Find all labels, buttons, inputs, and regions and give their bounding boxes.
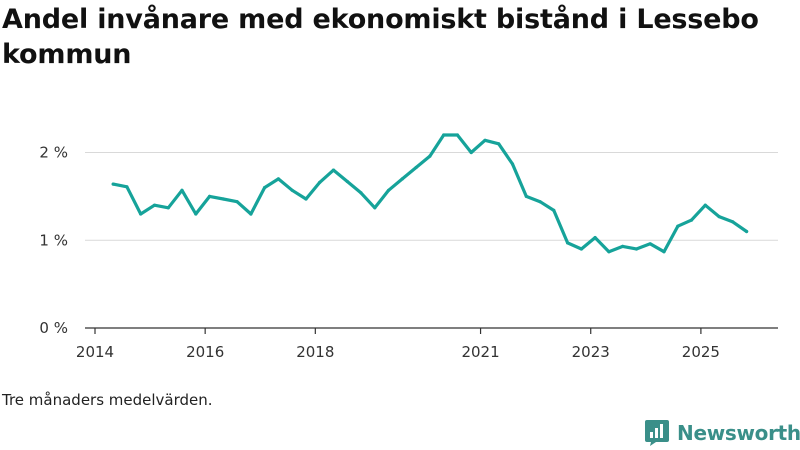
data-point-39[interactable] xyxy=(648,242,652,246)
newsworthy-logo-text: Newsworthy xyxy=(677,421,800,445)
data-point-25[interactable] xyxy=(455,133,459,137)
data-point-13[interactable] xyxy=(290,188,294,192)
data-point-4[interactable] xyxy=(166,206,170,210)
data-point-19[interactable] xyxy=(373,206,377,210)
data-point-37[interactable] xyxy=(621,244,625,248)
data-point-26[interactable] xyxy=(469,150,473,155)
x-tick-label-4: 2023 xyxy=(572,343,610,361)
data-point-30[interactable] xyxy=(524,194,528,198)
data-point-41[interactable] xyxy=(676,224,680,228)
data-point-11[interactable] xyxy=(263,186,267,190)
data-point-2[interactable] xyxy=(139,212,143,216)
data-point-44[interactable] xyxy=(717,215,721,219)
x-tick-label-1: 2016 xyxy=(186,343,224,361)
data-point-24[interactable] xyxy=(442,133,446,137)
data-point-32[interactable] xyxy=(552,208,556,212)
chart-title: Andel invånare med ekonomiskt bistånd i … xyxy=(2,4,759,70)
data-point-28[interactable] xyxy=(497,142,501,146)
y-tick-label-2: 2 % xyxy=(39,144,68,162)
data-point-8[interactable] xyxy=(221,197,225,201)
y-tick-label-0: 0 % xyxy=(39,319,68,337)
data-point-15[interactable] xyxy=(318,180,322,184)
data-point-3[interactable] xyxy=(152,203,157,207)
data-point-34[interactable] xyxy=(579,247,584,251)
x-axis-labels: 2014 2016 2018 2021 2023 2025 xyxy=(76,343,720,361)
x-tick-label-5: 2025 xyxy=(682,343,720,361)
data-point-31[interactable] xyxy=(538,200,542,204)
data-point-46[interactable] xyxy=(745,229,749,234)
data-point-35[interactable] xyxy=(593,236,597,240)
data-point-36[interactable] xyxy=(607,250,611,254)
data-point-7[interactable] xyxy=(208,194,212,198)
newsworthy-logo-icon xyxy=(645,420,669,446)
data-point-45[interactable] xyxy=(731,220,735,224)
data-point-0[interactable] xyxy=(111,182,115,186)
x-axis xyxy=(85,327,778,334)
data-point-20[interactable] xyxy=(387,188,391,192)
data-point-5[interactable] xyxy=(180,188,184,192)
data-point-42[interactable] xyxy=(689,218,694,222)
data-point-33[interactable] xyxy=(566,241,570,245)
x-tick-label-3: 2021 xyxy=(461,343,499,361)
data-point-38[interactable] xyxy=(634,247,639,251)
data-point-10[interactable] xyxy=(249,212,253,216)
data-point-27[interactable] xyxy=(483,138,487,142)
data-point-6[interactable] xyxy=(194,212,198,216)
gridlines xyxy=(85,152,778,241)
series-layer xyxy=(111,133,749,254)
footnote: Tre månaders medelvärden. xyxy=(2,391,213,409)
data-point-14[interactable] xyxy=(304,197,308,201)
y-axis-labels: 0 % 1 % 2 % xyxy=(39,144,68,337)
data-point-9[interactable] xyxy=(235,200,239,204)
data-point-43[interactable] xyxy=(703,203,707,207)
data-point-21[interactable] xyxy=(400,177,404,181)
newsworthy-logo[interactable]: Newsworthy xyxy=(644,419,800,447)
data-point-1[interactable] xyxy=(125,185,129,189)
data-point-22[interactable] xyxy=(414,165,418,170)
data-point-16[interactable] xyxy=(331,168,336,172)
data-point-29[interactable] xyxy=(510,162,515,166)
data-point-40[interactable] xyxy=(662,250,666,254)
data-point-18[interactable] xyxy=(359,191,363,195)
y-tick-label-1: 1 % xyxy=(39,231,68,249)
x-tick-label-0: 2014 xyxy=(76,343,114,361)
data-point-12[interactable] xyxy=(276,177,280,181)
x-tick-label-2: 2018 xyxy=(296,343,334,361)
data-point-23[interactable] xyxy=(428,154,432,158)
data-point-17[interactable] xyxy=(345,179,349,184)
